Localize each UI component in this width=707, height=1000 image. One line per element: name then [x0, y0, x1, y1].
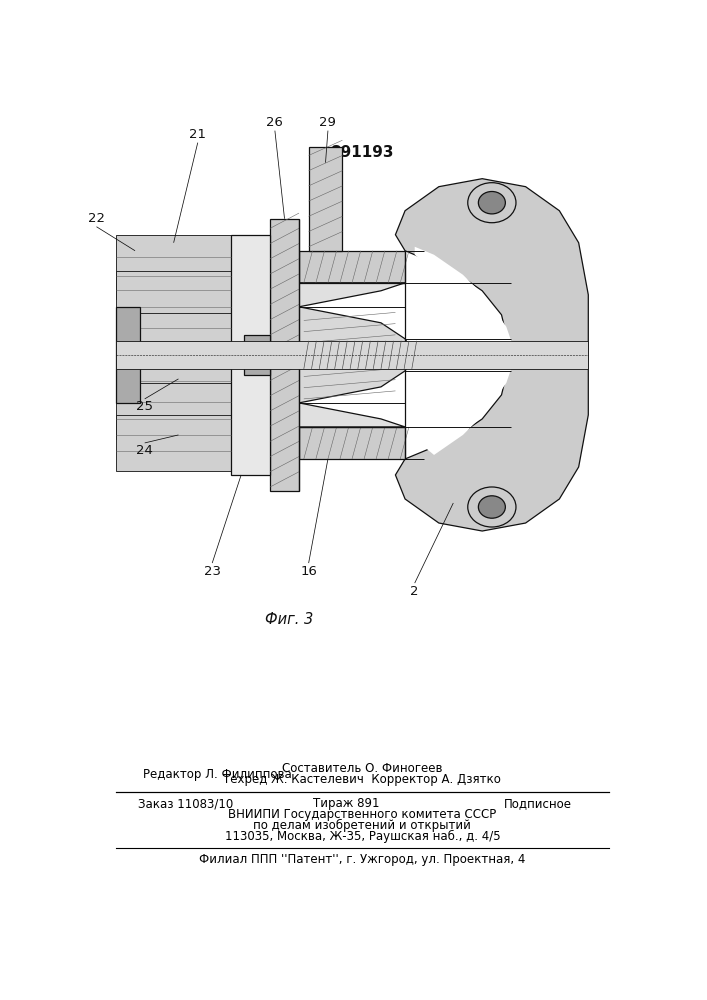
Text: 16: 16 — [300, 565, 317, 578]
Text: Филиал ППП ''Патент'', г. Ужгород, ул. Проектная, 4: Филиал ППП ''Патент'', г. Ужгород, ул. П… — [199, 853, 525, 866]
Polygon shape — [116, 415, 231, 471]
Polygon shape — [243, 335, 270, 375]
Ellipse shape — [479, 191, 506, 214]
Text: ВНИИПИ Государственного комитета СССР: ВНИИПИ Государственного комитета СССР — [228, 808, 496, 821]
Text: 25: 25 — [136, 400, 153, 413]
Polygon shape — [395, 179, 588, 531]
Ellipse shape — [479, 496, 506, 518]
Polygon shape — [116, 353, 231, 397]
Text: Фиг. 3: Фиг. 3 — [265, 612, 313, 627]
Text: 23: 23 — [204, 565, 221, 578]
Text: 21: 21 — [189, 128, 206, 141]
Text: Подписное: Подписное — [503, 797, 572, 810]
Polygon shape — [299, 307, 415, 403]
Polygon shape — [299, 427, 405, 459]
Polygon shape — [116, 383, 231, 439]
Text: 26: 26 — [267, 116, 284, 129]
Text: 891193: 891193 — [331, 145, 394, 160]
Polygon shape — [116, 313, 231, 357]
Polygon shape — [231, 235, 270, 475]
Polygon shape — [116, 235, 231, 299]
Text: Техред Ж. Кастелевич  Корректор А. Дзятко: Техред Ж. Кастелевич Корректор А. Дзятко — [223, 773, 501, 786]
Text: 24: 24 — [136, 444, 153, 457]
Polygon shape — [116, 307, 140, 403]
Polygon shape — [299, 251, 405, 283]
Text: Редактор Л. Филиппова: Редактор Л. Филиппова — [144, 768, 292, 781]
Polygon shape — [299, 403, 405, 427]
Text: по делам изобретений и открытий: по делам изобретений и открытий — [253, 819, 472, 832]
Ellipse shape — [468, 183, 516, 223]
Text: 22: 22 — [88, 212, 105, 225]
Polygon shape — [299, 283, 405, 307]
Polygon shape — [116, 341, 588, 369]
Polygon shape — [309, 147, 342, 251]
Text: Составитель О. Финогеев: Составитель О. Финогеев — [282, 762, 443, 775]
Text: 2: 2 — [411, 585, 419, 598]
Text: Заказ 11083/10: Заказ 11083/10 — [138, 797, 233, 810]
Polygon shape — [116, 271, 231, 327]
Polygon shape — [270, 219, 299, 491]
Text: 29: 29 — [320, 116, 337, 129]
Text: Тираж 891: Тираж 891 — [312, 797, 379, 810]
Polygon shape — [415, 247, 516, 455]
Ellipse shape — [468, 487, 516, 527]
Text: 113035, Москва, Ж-35, Раушская наб., д. 4/5: 113035, Москва, Ж-35, Раушская наб., д. … — [225, 830, 500, 843]
